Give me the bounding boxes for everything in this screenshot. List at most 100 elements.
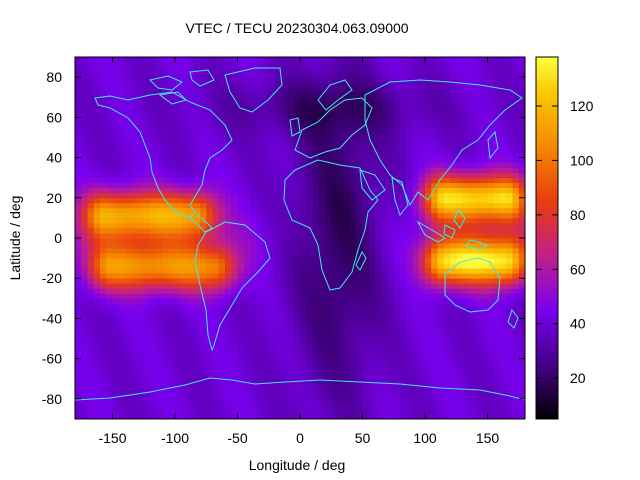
heatmap-cell — [87, 162, 95, 169]
heatmap-cell — [331, 112, 338, 118]
heatmap-cell — [218, 152, 226, 158]
heatmap-cell — [437, 268, 445, 274]
heatmap-cell — [112, 177, 120, 184]
heatmap-cell — [250, 172, 257, 179]
heatmap-cell — [337, 373, 345, 380]
heatmap-cell — [468, 308, 476, 314]
heatmap-cell — [356, 67, 363, 73]
heatmap-cell — [93, 172, 101, 179]
heatmap-cell — [381, 388, 388, 395]
heatmap-cell — [418, 388, 426, 395]
heatmap-cell — [318, 353, 326, 360]
heatmap-cell — [487, 368, 495, 375]
heatmap-cell — [456, 202, 463, 209]
heatmap-cell — [468, 323, 476, 329]
heatmap-cell — [243, 303, 251, 309]
heatmap-cell — [406, 232, 413, 239]
heatmap-cell — [206, 383, 213, 390]
heatmap-cell — [106, 222, 113, 229]
heatmap-cell — [206, 82, 213, 88]
heatmap-cell — [275, 293, 282, 299]
heatmap-cell — [287, 253, 295, 259]
heatmap-cell — [418, 238, 426, 244]
heatmap-cell — [206, 318, 213, 324]
heatmap-cell — [231, 107, 238, 113]
heatmap-cell — [125, 117, 132, 123]
heatmap-cell — [300, 243, 307, 249]
heatmap-cell — [312, 413, 320, 419]
heatmap-cell — [306, 227, 313, 234]
heatmap-cell — [493, 258, 501, 264]
heatmap-cell — [406, 182, 413, 189]
heatmap-cell — [368, 263, 376, 269]
heatmap-cell — [275, 67, 282, 73]
heatmap-cell — [443, 408, 451, 415]
heatmap-cell — [375, 238, 382, 244]
heatmap-cell — [462, 217, 470, 224]
heatmap-cell — [500, 318, 507, 324]
heatmap-cell — [231, 408, 238, 415]
heatmap-cell — [393, 122, 401, 128]
heatmap-cell — [318, 303, 326, 309]
heatmap-cell — [106, 328, 113, 334]
heatmap-cell — [437, 288, 445, 294]
heatmap-cell — [81, 403, 88, 410]
heatmap-cell — [87, 268, 95, 274]
heatmap-cell — [112, 343, 120, 350]
heatmap-cell — [318, 162, 326, 169]
heatmap-cell — [293, 353, 301, 360]
heatmap-cell — [393, 67, 401, 73]
heatmap-cell — [312, 147, 320, 153]
heatmap-cell — [437, 192, 445, 199]
heatmap-cell — [487, 72, 495, 78]
heatmap-cell — [375, 353, 382, 360]
heatmap-cell — [262, 313, 270, 319]
heatmap-cell — [487, 273, 495, 279]
heatmap-cell — [125, 413, 132, 419]
heatmap-cell — [250, 373, 257, 380]
heatmap-cell — [412, 253, 420, 259]
heatmap-cell — [487, 263, 495, 269]
heatmap-cell — [450, 222, 457, 229]
heatmap-cell — [75, 293, 82, 299]
heatmap-cell — [256, 162, 263, 169]
heatmap-cell — [368, 232, 376, 239]
heatmap-cell — [418, 403, 426, 410]
heatmap-cell — [462, 77, 470, 83]
heatmap-cell — [431, 197, 438, 204]
heatmap-cell — [425, 227, 432, 234]
heatmap-cell — [225, 107, 232, 113]
heatmap-cell — [237, 243, 245, 249]
heatmap-cell — [381, 202, 388, 209]
heatmap-cell — [493, 72, 501, 78]
heatmap-cell — [375, 197, 382, 204]
heatmap-cell — [406, 358, 413, 365]
heatmap-cell — [287, 348, 295, 355]
heatmap-cell — [312, 92, 320, 98]
heatmap-cell — [468, 177, 476, 184]
heatmap-cell — [318, 313, 326, 319]
heatmap-cell — [162, 318, 170, 324]
heatmap-cell — [137, 142, 145, 148]
heatmap-cell — [325, 403, 332, 410]
heatmap-cell — [106, 232, 113, 239]
heatmap-cell — [231, 67, 238, 73]
heatmap-cell — [200, 222, 207, 229]
heatmap-cell — [262, 77, 270, 83]
heatmap-cell — [181, 227, 188, 234]
heatmap-cell — [100, 403, 107, 410]
heatmap-cell — [487, 278, 495, 284]
heatmap-cell — [262, 112, 270, 118]
heatmap-cell — [250, 137, 257, 143]
heatmap-cell — [156, 303, 163, 309]
heatmap-cell — [312, 132, 320, 138]
heatmap-cell — [331, 268, 338, 274]
heatmap-cell — [193, 217, 201, 224]
heatmap-cell — [356, 263, 363, 269]
heatmap-cell — [250, 87, 257, 93]
heatmap-cell — [156, 258, 163, 264]
heatmap-cell — [275, 87, 282, 93]
heatmap-cell — [87, 87, 95, 93]
heatmap-cell — [181, 368, 188, 375]
heatmap-cell — [381, 308, 388, 314]
